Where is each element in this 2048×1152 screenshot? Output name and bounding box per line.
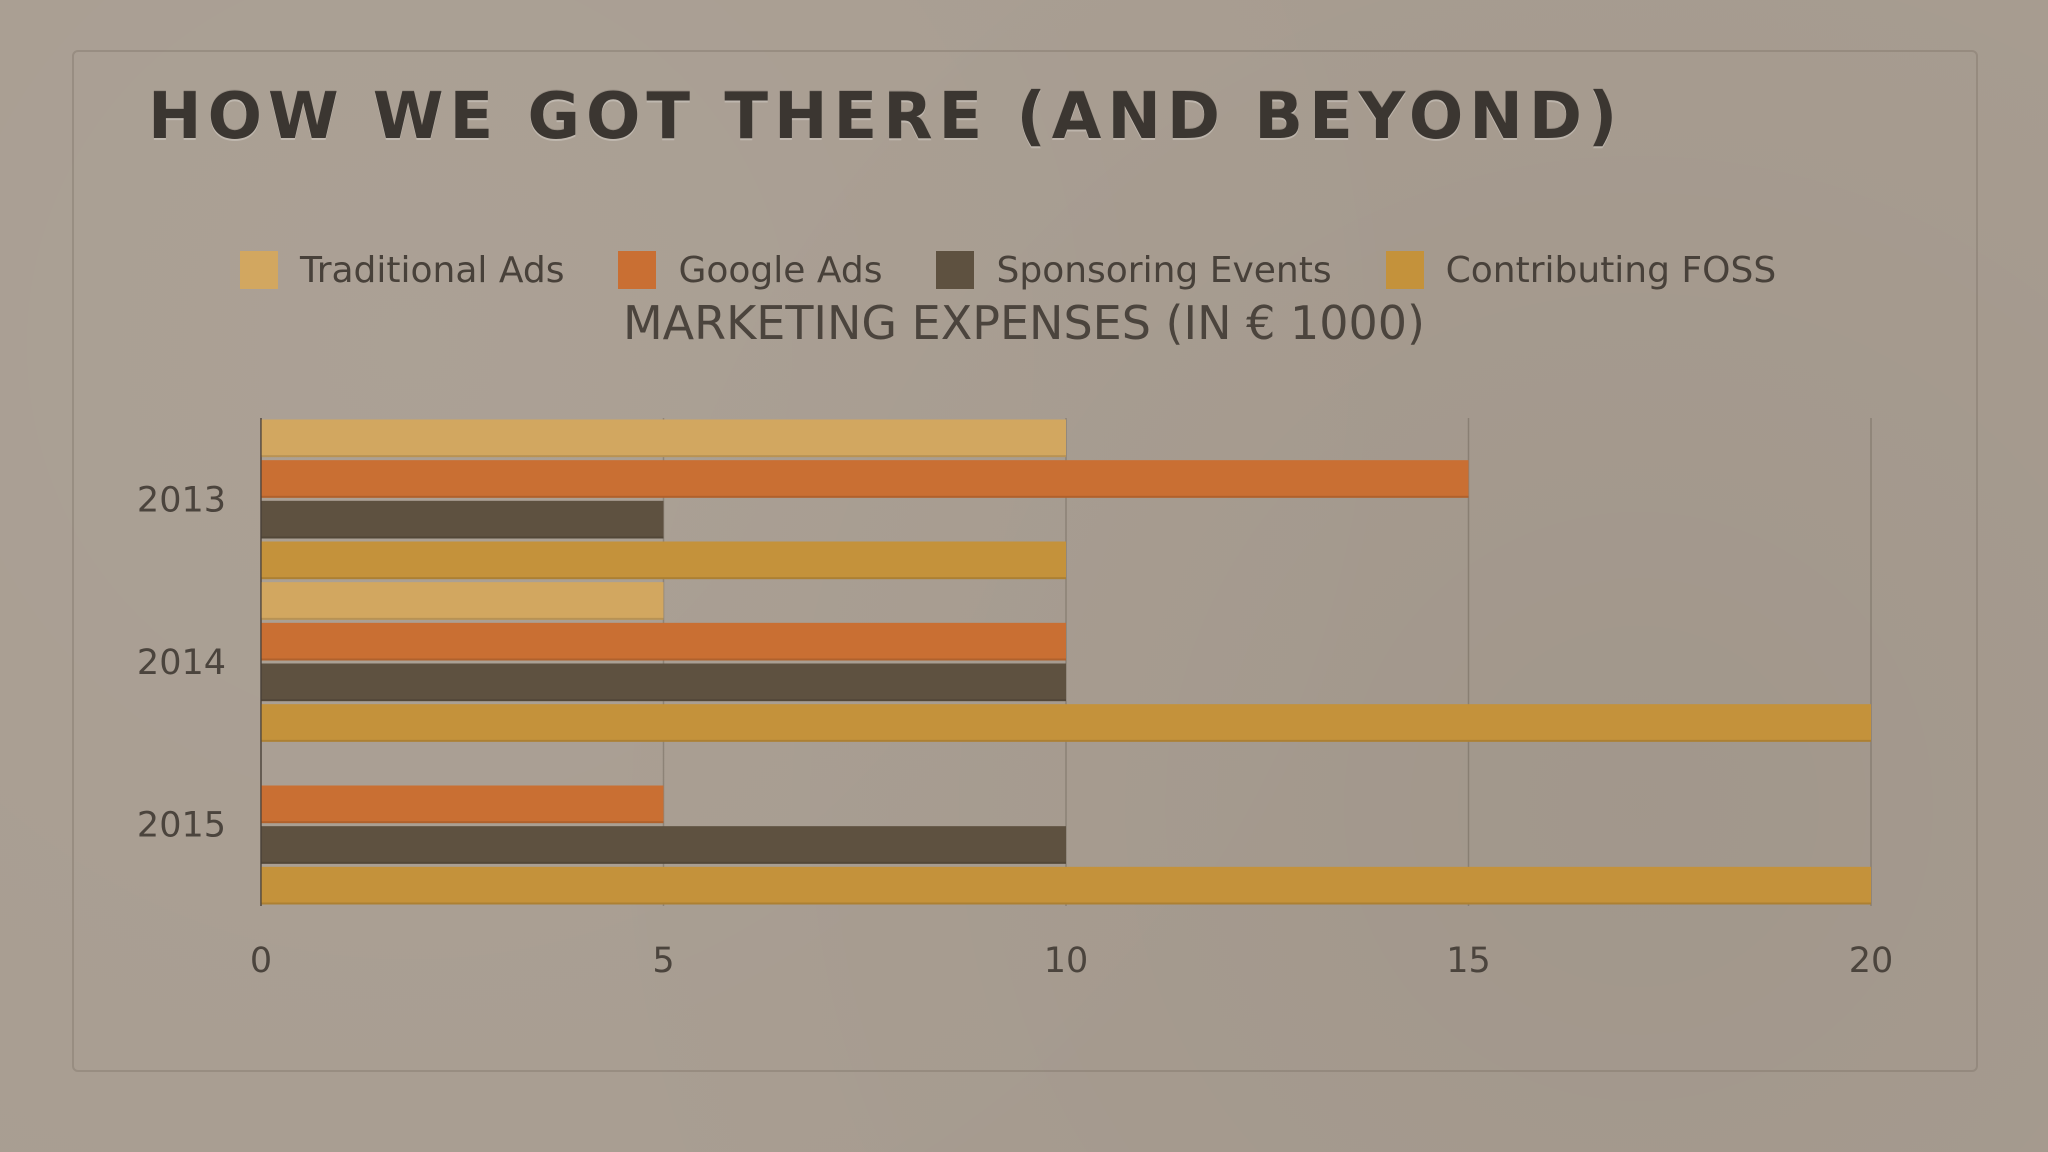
bar [261,826,1066,864]
legend-item-contributing-foss: Contributing FOSS [1385,249,1777,291]
bar-shadow [261,902,1871,905]
bar [261,704,1871,742]
y-tick-label: 2013 [137,480,226,520]
slide-title: HOW WE GOT THERE (AND BEYOND) [148,80,1624,154]
bar [261,419,1066,458]
legend-item-sponsoring-events: Sponsoring Events [936,249,1332,291]
slide-frame [72,50,1978,1072]
bar-shadow [261,617,664,620]
bar [261,582,664,620]
bar-shadow [261,699,1066,702]
bar [261,622,1066,661]
x-tick-label: 20 [1849,941,1894,981]
legend-label: Google Ads [678,249,883,291]
x-tick-label: 15 [1446,941,1491,981]
x-tick-label: 10 [1044,941,1089,981]
legend-label: Contributing FOSS [1445,249,1777,291]
bar-shadow [261,536,664,539]
bar-shadow [261,739,1871,742]
legend-label: Traditional Ads [300,249,565,291]
x-tick-label: 0 [250,941,272,981]
bar-shadow [261,495,1469,498]
legend-swatch [618,251,657,289]
bar-shadow [261,861,1066,864]
bar-shadow [261,658,1066,661]
legend-swatch [1385,251,1424,289]
x-tick-label: 5 [652,941,674,981]
legend-swatch [936,251,975,289]
bar-shadow [261,821,664,824]
y-tick-label: 2014 [137,643,226,683]
bar-shadow [261,577,1066,580]
legend-label: Sponsoring Events [996,249,1332,291]
legend-swatch [240,251,278,289]
bar [261,866,1871,905]
bar [261,500,664,539]
bar [261,541,1066,580]
chart-title: MARKETING EXPENSES (IN € 1000) [622,296,1425,350]
bar-shadow [261,455,1066,458]
bar [261,663,1066,702]
bar [261,460,1469,498]
legend-item-google-ads: Google Ads [618,250,882,291]
chart-legend: Traditional Ads Google Ads Sponsoring Ev… [240,245,1830,295]
bar [261,785,664,824]
legend-item-traditional-ads: Traditional Ads [240,250,564,291]
y-tick-label: 2015 [137,806,226,846]
